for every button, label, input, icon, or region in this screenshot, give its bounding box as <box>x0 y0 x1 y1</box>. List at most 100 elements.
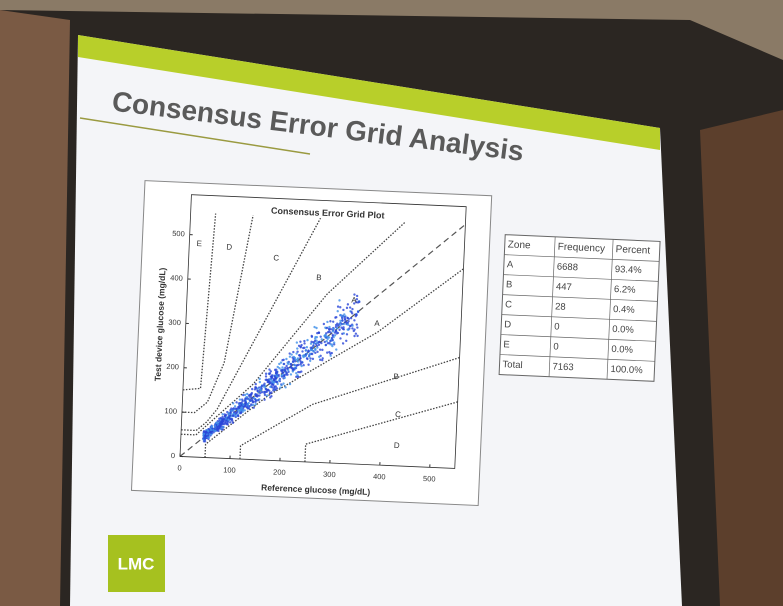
scatter-dot <box>268 372 271 376</box>
scatter-dot <box>284 386 287 389</box>
scatter-dot <box>263 390 266 394</box>
scatter-dot <box>283 368 286 372</box>
scatter-dot <box>274 372 278 375</box>
plot-title: Consensus Error Grid Plot <box>271 206 385 221</box>
scatter-dot <box>209 431 213 434</box>
scatter-dot <box>271 383 274 386</box>
scatter-dot <box>340 322 344 326</box>
scatter-dot <box>321 358 324 362</box>
scatter-dot <box>221 413 224 416</box>
scatter-dot <box>332 343 336 346</box>
scatter-dot <box>250 391 254 395</box>
scatter-dot <box>318 348 322 351</box>
scatter-dot <box>280 383 283 387</box>
scatter-dot <box>351 324 354 327</box>
scatter-dot <box>327 327 331 331</box>
table-row-rule <box>504 254 660 262</box>
scatter-dot <box>299 356 302 360</box>
scatter-dot <box>286 361 289 364</box>
scatter-dot <box>306 338 309 342</box>
scatter-dot <box>355 323 358 326</box>
scatter-dot <box>322 322 326 326</box>
scatter-dot <box>231 421 235 425</box>
scatter-dot <box>226 420 230 423</box>
scatter-dot <box>218 424 222 427</box>
scatter-dot <box>325 340 328 343</box>
scatter-dot <box>354 314 357 318</box>
scatter-dot <box>238 401 242 405</box>
scatter-dot <box>351 327 354 330</box>
table-header-cell: Zone <box>508 239 532 251</box>
scatter-dot <box>335 348 338 351</box>
zone-label: A <box>351 295 357 304</box>
scatter-dot <box>338 299 341 302</box>
plot: Consensus Error Grid Plot Reference gluc… <box>130 180 493 507</box>
scatter-dot <box>329 331 332 334</box>
scatter-dot <box>326 342 330 345</box>
scatter-dot <box>272 389 275 392</box>
table-col-rule <box>548 236 556 377</box>
scatter-dot <box>353 328 356 331</box>
zone-label: D <box>226 242 232 251</box>
scatter-dot <box>241 398 244 401</box>
scatter-dot <box>220 427 223 430</box>
scatter-dot <box>231 402 235 405</box>
table-cell: 0.0% <box>612 324 635 336</box>
scatter-dot <box>268 392 272 395</box>
scatter-dot <box>238 409 242 412</box>
scatter-dot <box>355 300 358 304</box>
scatter-dot <box>275 380 278 384</box>
scatter-dot <box>297 363 300 367</box>
scatter-dot <box>243 409 246 412</box>
zone-boundary <box>181 217 322 432</box>
scatter-dot <box>312 344 315 347</box>
table-cell: D <box>504 319 511 330</box>
table-cell: B <box>506 279 513 290</box>
scatter-dot <box>282 362 286 366</box>
scatter-dot <box>266 378 269 382</box>
scatter-dot <box>288 355 292 358</box>
scatter-dot <box>212 428 215 432</box>
scatter-dot <box>254 382 257 386</box>
zone-label: B <box>316 273 322 282</box>
slide-band <box>78 35 660 150</box>
scatter-dot <box>253 396 256 400</box>
scatter-dot <box>347 323 350 327</box>
table-cell: 6.2% <box>614 284 637 296</box>
table-row-rule <box>499 354 655 362</box>
scatter-dot <box>265 388 269 392</box>
zone-label: C <box>273 253 279 262</box>
scatter <box>202 293 361 443</box>
scatter-dot <box>317 343 321 346</box>
table-cell: 0 <box>554 321 560 332</box>
zone-label: C <box>395 410 401 419</box>
logo-box <box>108 535 165 592</box>
scatter-dot <box>339 337 342 340</box>
scatter-dot <box>241 409 245 412</box>
y-tick-label: 500 <box>172 229 185 239</box>
scatter-dot <box>254 386 257 389</box>
scatter-dot <box>279 361 283 364</box>
x-tick-label: 500 <box>423 474 436 484</box>
table-frame <box>498 234 661 382</box>
scatter-dot <box>285 357 288 361</box>
scatter-dot <box>289 362 293 366</box>
scatter-dot <box>310 346 314 349</box>
scatter-dot <box>252 406 255 409</box>
scatter-dot <box>292 350 295 354</box>
scatter-dot <box>336 305 340 308</box>
scatter-dot <box>205 431 209 434</box>
scatter-dot <box>281 359 284 362</box>
table-cell: 28 <box>555 301 566 312</box>
scatter-dot <box>295 341 299 344</box>
zone-label: A <box>374 319 380 328</box>
scatter-dot <box>234 407 238 410</box>
scatter-dot <box>299 340 302 343</box>
table-cell: 0.0% <box>611 344 634 356</box>
scatter-dot <box>226 416 230 419</box>
scatter-dot <box>210 425 214 429</box>
scatter-dot <box>263 398 266 401</box>
scatter-dot <box>231 414 235 417</box>
scatter-dot <box>349 316 353 320</box>
